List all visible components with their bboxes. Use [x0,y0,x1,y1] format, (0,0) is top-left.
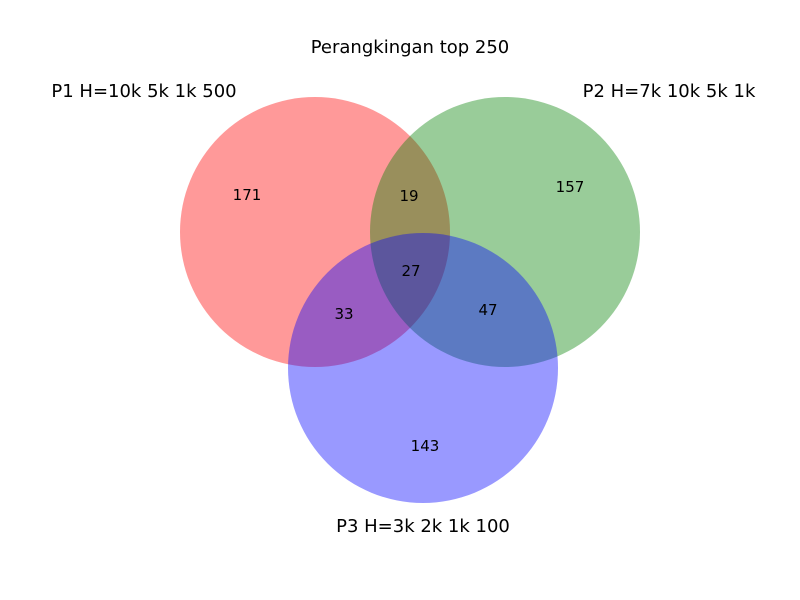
set-circle-p3 [288,233,558,503]
region-label-p2-only: 157 [556,178,585,196]
set-label-p3: P3 H=3k 2k 1k 100 [336,516,510,537]
region-label-p1-p3: 33 [334,305,353,323]
region-label-p3-only: 143 [411,437,440,455]
set-circle-p1 [180,97,450,367]
region-label-p2-p3: 47 [478,301,497,319]
set-label-p1: P1 H=10k 5k 1k 500 [51,81,236,102]
region-label-p1-p2: 19 [399,187,418,205]
region-label-p1-p2-p3: 27 [401,262,420,280]
chart-title: Perangkingan top 250 [311,37,510,58]
region-label-p1-only: 171 [233,186,262,204]
set-label-p2: P2 H=7k 10k 5k 1k [583,81,756,102]
set-circle-p2 [370,97,640,367]
